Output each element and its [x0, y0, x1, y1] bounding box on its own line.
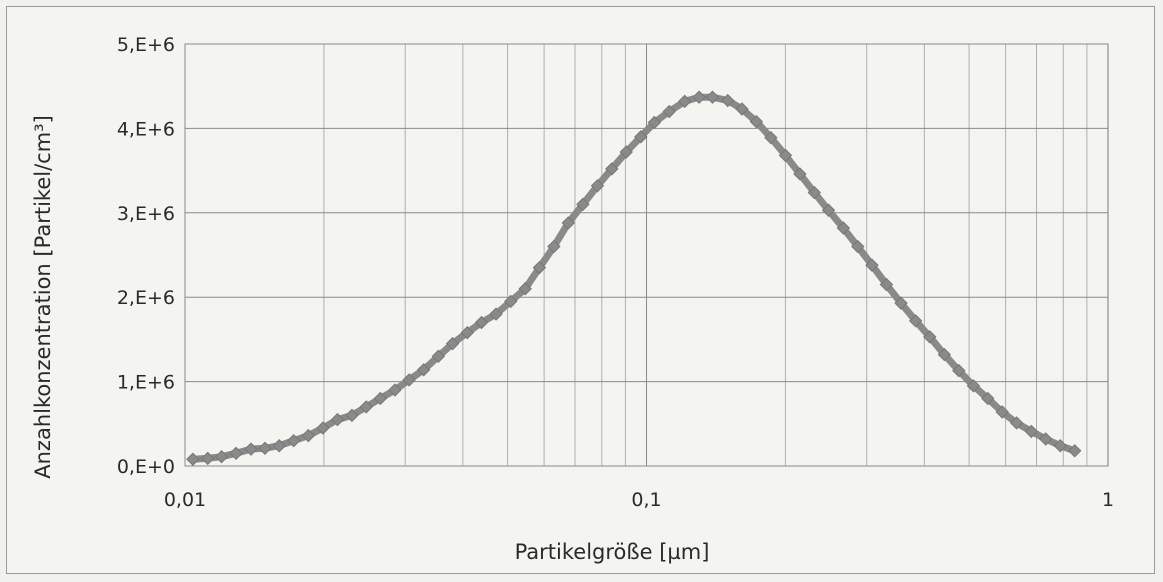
grid — [184, 43, 1108, 467]
data-series — [186, 90, 1082, 466]
data-point — [388, 383, 402, 397]
data-point — [952, 363, 966, 378]
data-point — [561, 216, 576, 230]
data-point — [1024, 424, 1038, 439]
data-point — [937, 347, 952, 362]
data-point — [474, 315, 489, 330]
data-point — [894, 296, 908, 310]
x-axis-ticks: 0,01 0,1 1 — [164, 489, 1114, 511]
data-point — [851, 239, 865, 254]
y-tick-label: 1,E+6 — [117, 372, 175, 394]
y-tick-label: 0,E+0 — [117, 456, 175, 478]
data-point — [778, 148, 793, 163]
data-point — [258, 441, 272, 455]
data-point — [345, 408, 359, 423]
data-point — [793, 167, 807, 181]
data-point — [1053, 439, 1067, 453]
data-point — [908, 314, 923, 328]
data-point — [836, 221, 851, 235]
data-point — [807, 185, 822, 200]
data-point — [402, 373, 416, 387]
data-point — [229, 446, 243, 461]
data-point — [532, 260, 547, 275]
x-axis-title: Partikelgröße [µm] — [515, 540, 710, 564]
data-point — [504, 294, 518, 309]
data-point — [749, 114, 764, 129]
data-point — [995, 405, 1009, 419]
data-point — [330, 412, 345, 427]
data-point — [186, 452, 200, 466]
data-point — [286, 433, 301, 448]
data-point — [416, 363, 431, 377]
data-point — [692, 90, 706, 104]
chart: 0,E+01,E+62,E+63,E+64,E+65,E+6 0,01 0,1 1 … — [31, 34, 1114, 564]
data-point — [764, 130, 778, 145]
data-point — [244, 442, 258, 456]
data-point — [605, 162, 619, 176]
data-point — [619, 145, 633, 159]
data-point — [359, 400, 373, 414]
data-point — [460, 325, 475, 340]
data-point — [647, 115, 662, 130]
data-point — [272, 439, 286, 453]
data-point — [373, 391, 388, 406]
data-point — [518, 282, 532, 296]
data-point — [705, 90, 720, 104]
data-point — [1009, 416, 1024, 430]
y-tick-label: 4,E+6 — [117, 118, 175, 140]
data-point — [966, 379, 981, 393]
data-point — [201, 451, 215, 466]
data-point — [301, 428, 316, 443]
data-point — [677, 94, 692, 109]
data-point — [634, 130, 648, 144]
data-point — [431, 349, 446, 363]
data-point — [489, 307, 503, 321]
data-point — [547, 239, 561, 254]
chart-frame: 0,E+0 1,E+6 2,E+6 3,E+6 4,E+6 5,E+6 0,01 0,1 1 … — [6, 6, 1155, 574]
data-point — [735, 102, 749, 116]
y-tick-label: 2,E+6 — [117, 287, 175, 309]
y-axis-title: Anzahlkonzentration [Partikel/cm³] — [31, 115, 55, 479]
data-point — [721, 93, 735, 108]
x-tick-label: 0,1 — [631, 489, 661, 511]
data-point — [316, 421, 330, 435]
y-tick-label: 3,E+6 — [117, 203, 175, 225]
data-point — [214, 450, 229, 464]
x-tick-label: 1 — [1102, 489, 1114, 511]
data-point — [662, 104, 676, 119]
data-point — [1068, 444, 1082, 458]
data-point — [865, 258, 879, 272]
data-point — [981, 391, 995, 406]
data-point — [590, 179, 605, 193]
y-tick-label: 5,E+6 — [117, 34, 175, 56]
data-point — [879, 277, 894, 292]
data-point — [821, 203, 836, 217]
y-axis-ticks: 0,E+0 1,E+6 2,E+6 3,E+6 4,E+6 5,E+6 — [117, 34, 175, 478]
data-point — [576, 197, 590, 212]
x-tick-label: 0,01 — [164, 489, 206, 511]
data-point — [923, 330, 937, 344]
data-point — [1039, 432, 1053, 446]
data-point — [445, 336, 460, 351]
